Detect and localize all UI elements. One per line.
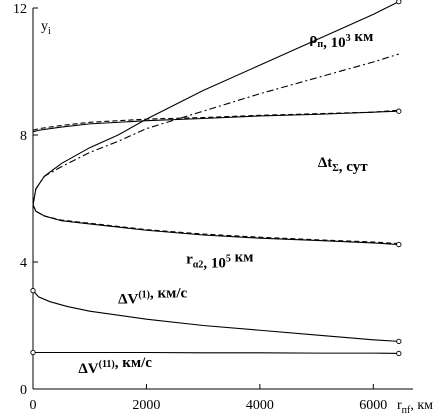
end-marker bbox=[396, 241, 402, 248]
x-tick-label: 6000 bbox=[359, 398, 387, 413]
x-tick-label: 0 bbox=[30, 398, 37, 413]
series-line-ra2-dash bbox=[32, 204, 399, 245]
x-tick-label: 4000 bbox=[246, 398, 274, 413]
series-line-rho-solid bbox=[32, 1, 400, 205]
y-tick-label: 4 bbox=[20, 256, 27, 271]
series-line-dv1 bbox=[32, 290, 399, 342]
y-axis-label: yi bbox=[41, 19, 51, 37]
y-tick-label: 12 bbox=[13, 2, 27, 17]
y-tick-label: 0 bbox=[20, 383, 27, 398]
series-line-dv2 bbox=[33, 351, 399, 354]
markers bbox=[30, 0, 402, 357]
axes bbox=[32, 8, 413, 390]
curve-label: ΔV(11), км/с bbox=[78, 355, 152, 377]
curve-label: ΔtΣ, сут bbox=[318, 155, 368, 175]
series-line-dt-dash bbox=[32, 109, 399, 131]
ticks: 0 2000 4000 6000 0 4 8 12 bbox=[13, 2, 387, 413]
x-axis-label: rпf, км bbox=[397, 398, 433, 416]
annotations: ρп, 103 км ΔtΣ, сут rα2, 105 км ΔV(1), км/с… bbox=[78, 29, 373, 377]
x-tick-label: 2000 bbox=[132, 398, 160, 413]
curve-label: rα2, 105 км bbox=[186, 250, 253, 272]
end-marker bbox=[30, 349, 36, 356]
end-marker bbox=[396, 0, 402, 5]
series-line-rho-dashdot bbox=[32, 53, 399, 205]
series-group bbox=[32, 1, 400, 354]
curve-label: ΔV(1), км/с bbox=[118, 285, 187, 307]
series-line-dt-solid bbox=[32, 110, 399, 133]
y-tick-label: 8 bbox=[20, 129, 27, 144]
end-marker bbox=[30, 287, 36, 294]
axis-labels: yi rпf, км bbox=[41, 19, 433, 416]
end-marker bbox=[396, 338, 402, 345]
end-marker bbox=[396, 108, 402, 114]
series-line-ra2-solid bbox=[32, 204, 399, 246]
curve-label: ρп, 103 км bbox=[309, 29, 373, 51]
end-marker bbox=[396, 350, 402, 357]
